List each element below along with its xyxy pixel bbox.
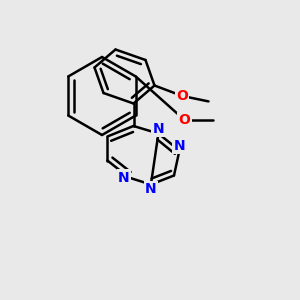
Text: O: O [176, 89, 188, 103]
Text: N: N [174, 139, 185, 153]
Text: N: N [153, 122, 164, 136]
Text: N: N [118, 171, 129, 184]
Text: N: N [145, 182, 157, 196]
Text: O: O [178, 113, 190, 127]
